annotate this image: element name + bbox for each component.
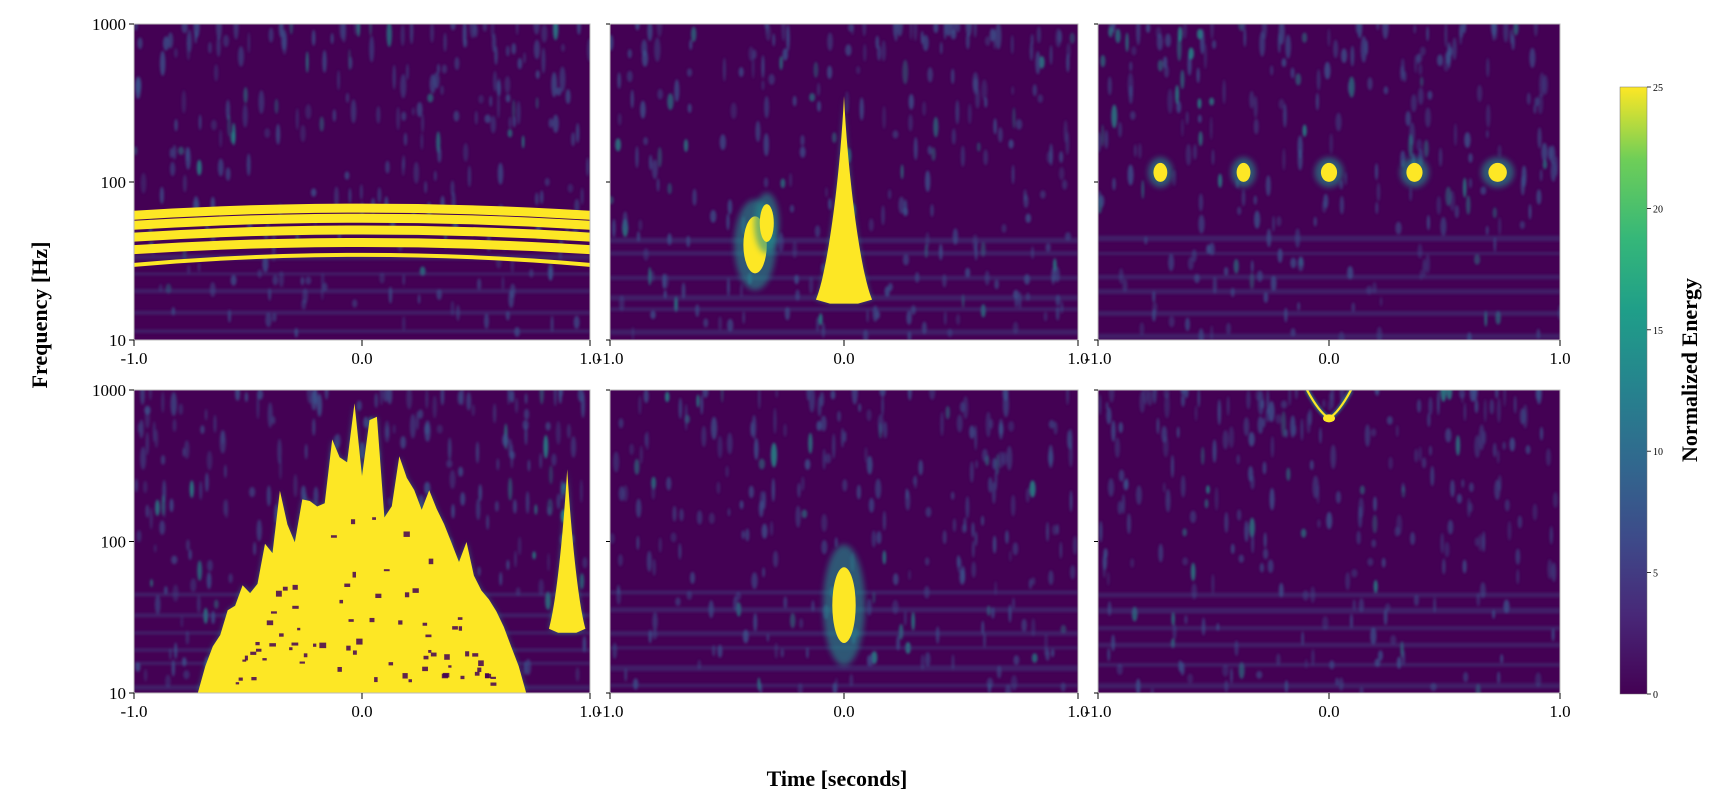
band-line — [134, 238, 590, 255]
colorbar-gradient — [1619, 86, 1648, 695]
x-tick-label: 1.0 — [1549, 349, 1570, 368]
spectrogram-panel: -1.0 0.0 1.0 — [597, 23, 1089, 368]
colorbar: 25 20 15 10 5 0 Normalized Energy — [1619, 83, 1702, 701]
x-tick-label: -1.0 — [121, 702, 148, 721]
y-tick-label: 100 — [101, 533, 127, 552]
band-line — [134, 203, 590, 220]
y-axis-label: Frequency [Hz] — [27, 242, 52, 389]
colorbar-tick-label: 20 — [1653, 204, 1663, 215]
x-tick-label: -1.0 — [597, 349, 624, 368]
x-tick-label: -1.0 — [1085, 702, 1112, 721]
energy-feature-blob — [1231, 157, 1257, 188]
y-tick-label: 10 — [109, 331, 126, 350]
glitch-blob — [1236, 162, 1251, 182]
x-tick-label: 1.0 — [579, 702, 600, 721]
x-tick-label: 0.0 — [351, 349, 372, 368]
energy-feature-blip — [815, 96, 873, 304]
colorbar-tick-label: 25 — [1653, 83, 1663, 94]
energy-feature-blip — [548, 469, 586, 633]
x-tick-label: 1.0 — [1549, 702, 1570, 721]
energy-feature-blob — [754, 192, 780, 254]
energy-feature-blob — [1314, 157, 1344, 188]
spectrogram-panel: -1.0 0.0 1.0 1000 100 10 — [92, 381, 601, 721]
energy-feature-blob — [822, 544, 866, 666]
colorbar-tick-label: 10 — [1653, 447, 1663, 458]
energy-feature-bands — [134, 203, 590, 267]
energy-feature-blob — [1147, 157, 1173, 188]
glitch-shape — [548, 469, 586, 633]
x-tick-label: 1.0 — [579, 349, 600, 368]
noise-texture — [1098, 390, 1560, 693]
energy-feature-burst — [197, 403, 527, 693]
spectrogram-panel: -1.0 0.0 1.0 1000 100 10 — [92, 15, 601, 368]
y-tick-label: 10 — [109, 684, 126, 703]
spectrogram-panel: -1.0 0.0 1.0 — [1085, 389, 1571, 721]
glitch-shape — [197, 403, 527, 693]
x-tick-label: 0.0 — [351, 702, 372, 721]
panel-background — [1098, 390, 1560, 693]
x-tick-label: 1.0 — [1067, 349, 1088, 368]
energy-feature-blob — [1399, 157, 1430, 188]
y-tick-label: 100 — [101, 173, 127, 192]
glitch-blob — [1406, 162, 1423, 182]
glitch-blob — [1488, 162, 1507, 182]
colorbar-tick-label: 15 — [1653, 326, 1663, 337]
x-tick-label: 0.0 — [1318, 702, 1339, 721]
spectrogram-panel: -1.0 0.0 1.0 — [597, 389, 1089, 721]
band-line — [134, 225, 590, 242]
x-tick-label: 1.0 — [1067, 702, 1088, 721]
colorbar-tick-label: 5 — [1653, 569, 1658, 580]
x-tick-label: -1.0 — [1085, 349, 1112, 368]
x-tick-label: 0.0 — [1318, 349, 1339, 368]
glitch-shape — [815, 96, 873, 304]
spectrogram-panel: -1.0 0.0 1.0 — [1085, 23, 1571, 368]
colorbar-label: Normalized Energy — [1677, 278, 1702, 462]
band-line — [134, 213, 590, 230]
x-tick-label: -1.0 — [597, 702, 624, 721]
glitch-blob — [1153, 162, 1168, 182]
colorbar-tick-label: 0 — [1653, 690, 1658, 701]
glitch-blob — [832, 567, 856, 644]
glitch-blob — [759, 204, 774, 242]
glitch-blob — [1320, 162, 1338, 182]
x-tick-label: 0.0 — [833, 349, 854, 368]
y-tick-label: 1000 — [92, 15, 126, 34]
noise-texture — [1098, 24, 1560, 340]
x-tick-label: 0.0 — [833, 702, 854, 721]
energy-feature-blob — [1480, 157, 1515, 188]
x-tick-label: -1.0 — [121, 349, 148, 368]
y-tick-label: 1000 — [92, 381, 126, 400]
colorbar-ticks: 25 20 15 10 5 0 — [1647, 83, 1663, 701]
energy-feature-chirp — [1304, 390, 1354, 423]
x-axis-label: Time [seconds] — [767, 766, 908, 791]
